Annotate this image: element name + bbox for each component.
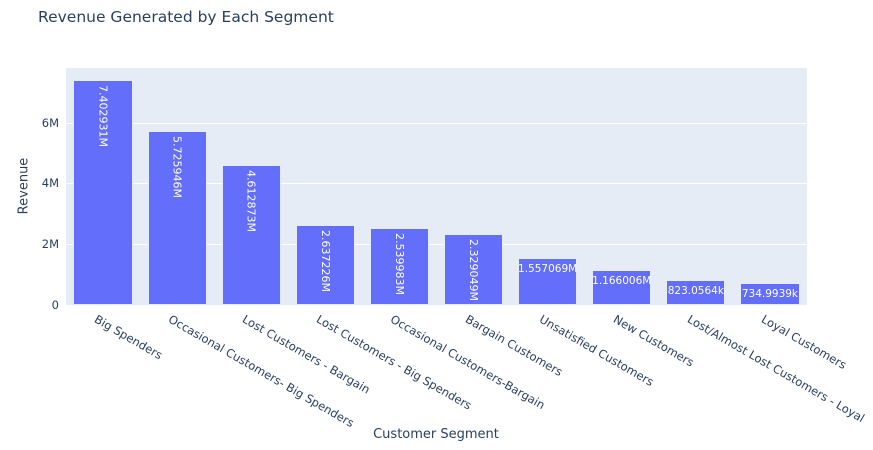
bar[interactable]: 734.9939k [740, 282, 800, 305]
gridline [66, 122, 807, 124]
chart-title: Revenue Generated by Each Segment [38, 8, 334, 26]
bar-value-label: 734.9939k [741, 287, 799, 300]
gridline [66, 244, 807, 246]
bar-value-label: 4.612873M [244, 169, 258, 232]
x-axis-label: Customer Segment [373, 427, 499, 442]
bar[interactable]: 5.725946M [147, 130, 207, 305]
bar[interactable]: 7.402931M [73, 79, 133, 305]
bar-value-label: 2.637226M [318, 229, 332, 292]
bar-value-label: 1.557069M [518, 262, 578, 275]
y-axis-label: Revenue [16, 157, 32, 215]
x-tick-label: Lost Customers - Bargain [240, 312, 373, 397]
bar-value-label: 5.725946M [170, 135, 184, 198]
bar-value-label: 2.539983M [392, 232, 406, 295]
bar-value-label: 1.166006M [592, 274, 652, 287]
bar[interactable]: 823.0564k [666, 279, 726, 305]
bar[interactable]: 2.637226M [295, 224, 355, 305]
bar[interactable]: 2.539983M [369, 227, 430, 305]
bar-value-label: 823.0564k [667, 284, 724, 297]
y-tick-label: 6M [41, 115, 59, 130]
y-tick-label: 0 [51, 298, 59, 312]
bar-value-label: 7.402931M [96, 84, 110, 147]
y-tick-label: 2M [41, 237, 59, 252]
y-tick-label: 4M [41, 176, 59, 191]
x-tick-label: Big Spenders [92, 312, 165, 363]
bar[interactable]: 1.557069M [518, 257, 578, 305]
bar[interactable]: 4.612873M [221, 164, 281, 305]
bar[interactable]: 2.329049M [443, 234, 504, 305]
bar-value-label: 2.329049M [467, 239, 481, 302]
bar[interactable]: 1.166006M [592, 269, 652, 305]
gridline [66, 183, 807, 185]
plot-area: 7.402931M 5.725946M 4.612873M 2.637226M 2.53… [66, 68, 807, 305]
